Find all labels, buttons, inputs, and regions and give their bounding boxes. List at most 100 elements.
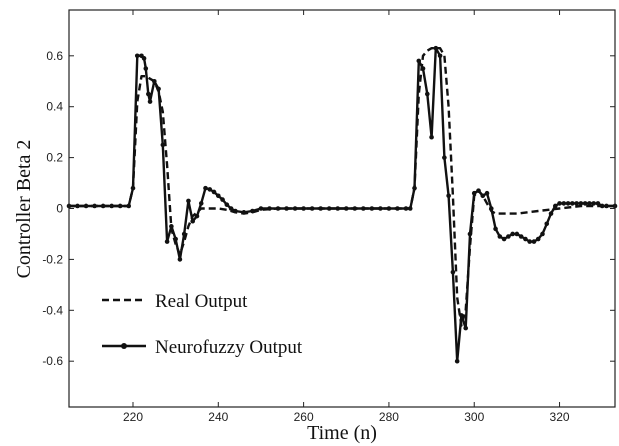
neurofuzzy-point — [476, 188, 481, 193]
neurofuzzy-point — [574, 201, 579, 206]
neurofuzzy-point — [510, 231, 515, 237]
neurofuzzy-point — [578, 201, 584, 206]
neurofuzzy-point — [565, 201, 571, 206]
neurofuzzy-point — [501, 236, 507, 242]
neurofuzzy-point — [582, 201, 588, 206]
neurofuzzy-point — [450, 269, 456, 275]
neurofuzzy-point — [250, 208, 255, 214]
x-tick-label: 280 — [379, 410, 399, 424]
neurofuzzy-point — [326, 206, 332, 211]
neurofuzzy-point — [446, 193, 451, 199]
x-tick-label: 260 — [294, 410, 314, 424]
neurofuzzy-point — [459, 313, 464, 318]
neurofuzzy-point — [194, 213, 200, 219]
y-tick-label: 0.2 — [46, 151, 63, 165]
neurofuzzy-point — [403, 206, 409, 211]
neurofuzzy-point — [100, 203, 106, 209]
neurofuzzy-point — [361, 206, 366, 211]
neurofuzzy-point — [378, 206, 383, 211]
neurofuzzy-point — [109, 203, 114, 209]
neurofuzzy-point — [275, 206, 281, 211]
neurofuzzy-point — [215, 193, 221, 199]
neurofuzzy-point — [407, 206, 413, 211]
neurofuzzy-point — [207, 187, 213, 192]
neurofuzzy-point — [220, 197, 225, 202]
neurofuzzy-point — [599, 203, 605, 209]
neurofuzzy-point — [497, 234, 503, 239]
neurofuzzy-point — [241, 210, 247, 215]
x-tick-label: 320 — [550, 410, 570, 424]
neurofuzzy-point — [258, 206, 264, 211]
neurofuzzy-point — [177, 257, 183, 262]
neurofuzzy-point — [471, 190, 477, 196]
legend-neurofuzzy-output-label: Neurofuzzy Output — [155, 337, 303, 358]
neurofuzzy-point — [591, 201, 596, 206]
neurofuzzy-point — [164, 239, 170, 244]
neurofuzzy-point — [147, 99, 153, 104]
neurofuzzy-point — [433, 45, 439, 51]
y-tick-label: 0 — [56, 202, 63, 216]
neurofuzzy-point — [83, 203, 89, 209]
neurofuzzy-point — [531, 239, 537, 244]
neurofuzzy-point — [395, 206, 400, 211]
neurofuzzy-point — [335, 206, 341, 211]
neurofuzzy-point — [203, 185, 208, 191]
neurofuzzy-point — [454, 358, 460, 364]
neurofuzzy-point — [117, 203, 123, 209]
neurofuzzy-point — [343, 206, 349, 211]
neurofuzzy-point — [412, 185, 417, 191]
neurofuzzy-point — [527, 239, 532, 244]
neurofuzzy-point — [548, 211, 554, 216]
y-tick-label: 0.6 — [46, 49, 63, 63]
neurofuzzy-point — [143, 66, 149, 71]
neurofuzzy-point — [318, 206, 323, 211]
series-layer — [66, 45, 618, 364]
neurofuzzy-point — [535, 236, 541, 242]
neurofuzzy-point — [442, 155, 447, 160]
neurofuzzy-point — [437, 53, 443, 59]
neurofuzzy-point — [130, 185, 136, 191]
neurofuzzy-point — [480, 193, 486, 199]
neurofuzzy-point — [160, 142, 166, 148]
neurofuzzy-point — [561, 201, 567, 206]
neurofuzzy-point — [570, 201, 575, 206]
x-tick-label: 300 — [464, 410, 484, 424]
x-tick-label: 220 — [123, 410, 143, 424]
neurofuzzy-point — [75, 203, 80, 209]
legend: Real Output Neurofuzzy Output — [102, 291, 303, 358]
neurofuzzy-point — [292, 206, 298, 211]
neurofuzzy-point — [506, 234, 511, 239]
neurofuzzy-point — [181, 231, 187, 237]
y-tick-label: -0.4 — [42, 303, 63, 317]
neurofuzzy-point — [198, 201, 204, 206]
neurofuzzy-point — [386, 206, 392, 211]
neurofuzzy-point — [425, 91, 430, 97]
neurofuzzy-point — [467, 231, 473, 237]
neurofuzzy-point — [488, 206, 494, 211]
neurofuzzy-point — [301, 206, 306, 211]
neurofuzzy-point — [420, 66, 426, 71]
neurofuzzy-point — [267, 206, 272, 211]
neurofuzzy-point — [126, 203, 132, 209]
neurofuzzy-point — [604, 203, 609, 209]
neurofuzzy-point — [595, 201, 601, 206]
neurofuzzy-point — [146, 91, 151, 97]
neurofuzzy-point — [518, 234, 524, 239]
neurofuzzy-point — [228, 206, 234, 211]
neurofuzzy-point — [92, 203, 97, 209]
neurofuzzy-point — [352, 206, 358, 211]
legend-real-output-label: Real Output — [155, 291, 248, 312]
neurofuzzy-point — [587, 201, 592, 206]
neurofuzzy-point — [544, 221, 550, 227]
neurofuzzy-point — [134, 53, 140, 59]
y-axis-title: Controller Beta 2 — [13, 140, 35, 279]
y-tick-label: -0.2 — [42, 252, 63, 266]
neurofuzzy-point — [173, 236, 178, 242]
neurofuzzy-point — [463, 325, 469, 331]
neurofuzzy-point — [552, 203, 558, 209]
neurofuzzy-point — [416, 58, 422, 64]
neurofuzzy-point — [152, 78, 157, 84]
neurofuzzy-point — [557, 201, 562, 206]
neurofuzzy-point — [369, 206, 375, 211]
